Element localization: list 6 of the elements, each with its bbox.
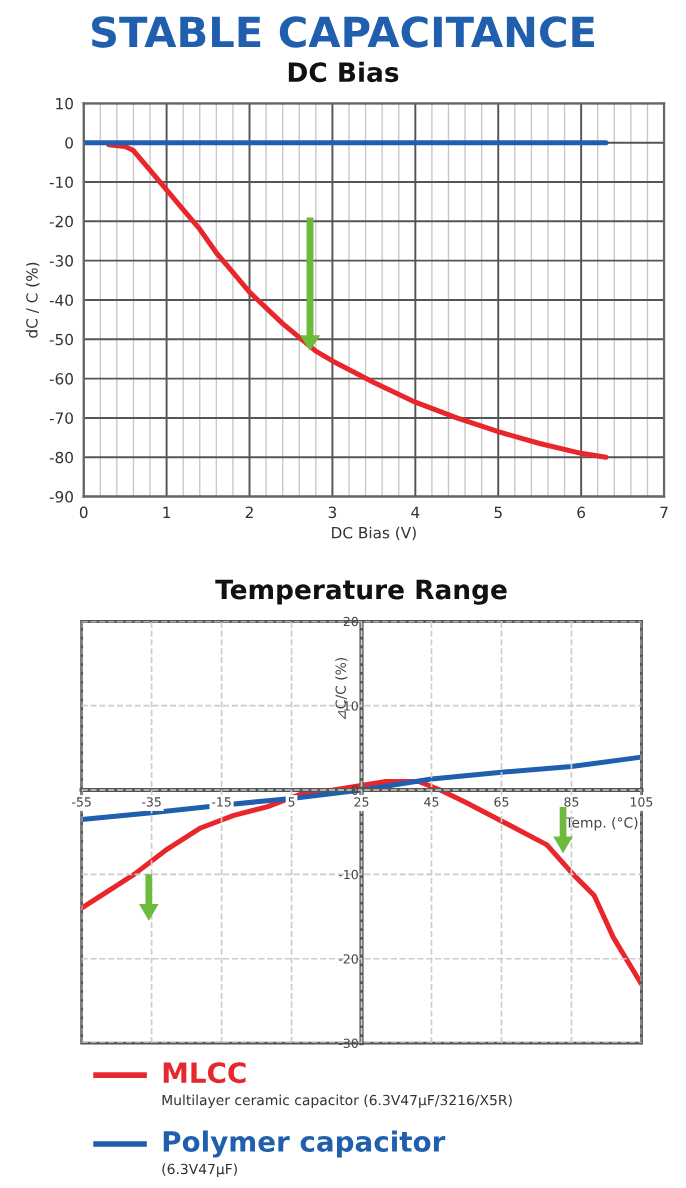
legend-label: MLCC: [163, 1062, 246, 1084]
chart-subtitle: DC Bias: [288, 61, 399, 83]
legend-label: Polymer capacitor: [163, 1130, 446, 1158]
line-series: [106, 142, 609, 460]
chart-title: Temperature Range: [215, 579, 507, 605]
chart-title: STABLE CAPACITANCE: [92, 16, 594, 48]
